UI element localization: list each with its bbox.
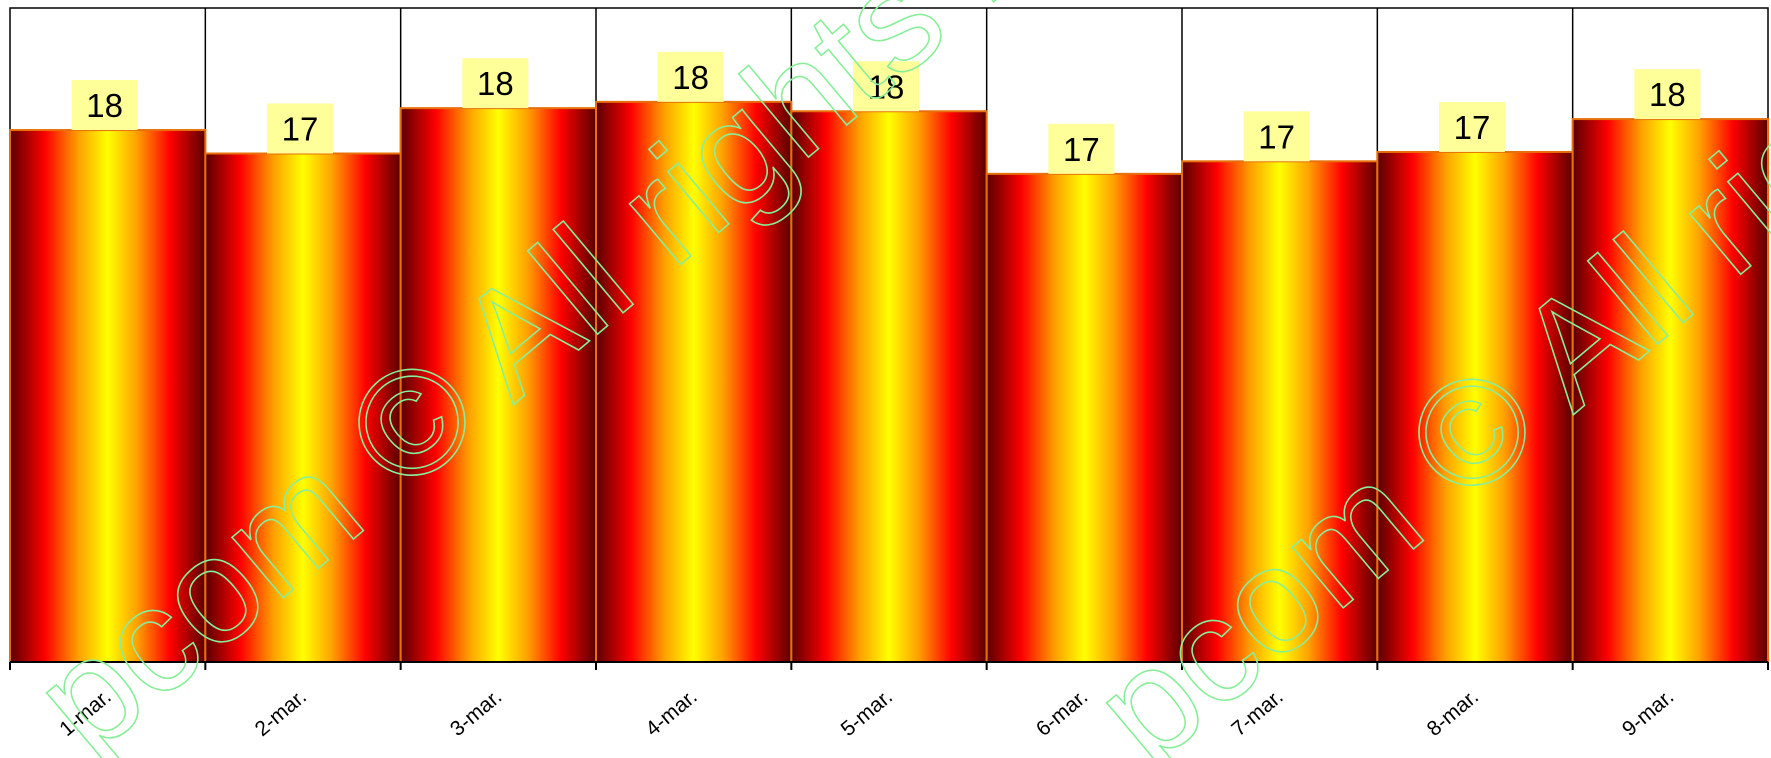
data-label-text: 17 [282, 111, 319, 148]
data-label-text: 17 [1063, 131, 1100, 168]
bar-1-mar. [9, 129, 207, 664]
data-label-text: 18 [1649, 76, 1686, 113]
data-label-2-mar.: 17 [267, 103, 333, 154]
x-tick-label: 8-mar. [1423, 685, 1483, 741]
data-label-9-mar.: 18 [1634, 69, 1701, 120]
data-label-1-mar.: 18 [71, 80, 138, 131]
x-tick-label: 5-mar. [837, 685, 897, 741]
data-labels: 18 17 18 18 18 17 17 17 18 [71, 51, 1701, 174]
data-label-background [267, 103, 333, 154]
data-label-background [853, 61, 919, 112]
data-label-6-mar.: 17 [1048, 123, 1115, 174]
x-tick-label: 3-mar. [446, 685, 506, 741]
bar-8-mar. [1376, 150, 1574, 663]
data-label-7-mar.: 17 [1243, 111, 1310, 162]
data-label-5-mar.: 18 [853, 61, 919, 112]
data-label-text: 18 [672, 59, 709, 96]
x-tick-label: 2-mar. [251, 685, 311, 741]
x-tick-label: 9-mar. [1618, 685, 1678, 741]
data-label-8-mar.: 17 [1439, 101, 1505, 152]
data-label-background [1439, 101, 1505, 152]
data-label-background [657, 51, 724, 102]
data-label-text: 18 [868, 68, 905, 105]
data-label-3-mar.: 18 [462, 58, 529, 109]
data-label-text: 18 [477, 65, 514, 102]
x-tick-label: 4-mar. [641, 685, 701, 741]
data-label-background [71, 80, 138, 131]
data-label-background [1243, 111, 1310, 162]
x-axis: 1-mar. 2-mar. 3-mar. 4-mar. 5-mar. 6-mar. 7-ma… [9, 661, 1769, 741]
bar-5-mar. [790, 110, 988, 663]
data-label-4-mar.: 18 [657, 51, 724, 102]
bar-9-mar. [1571, 118, 1769, 663]
data-label-text: 17 [1258, 118, 1295, 155]
data-label-text: 17 [1454, 109, 1491, 146]
data-label-text: 18 [86, 87, 123, 124]
data-label-background [1048, 123, 1115, 174]
data-label-background [1634, 69, 1701, 120]
x-tick-label: 6-mar. [1032, 685, 1092, 741]
bar-series [9, 100, 1769, 664]
data-label-background [462, 58, 529, 109]
bar-6-mar. [985, 172, 1184, 663]
